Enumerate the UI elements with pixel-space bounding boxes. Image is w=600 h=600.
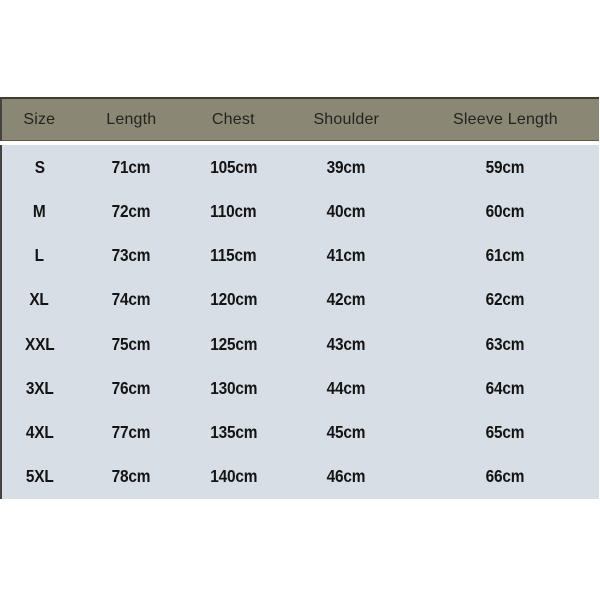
column-header-size: Size: [23, 110, 56, 128]
cell-size: 3XL: [2, 378, 77, 399]
cell-length: 76cm: [77, 378, 186, 399]
size-chart-table: Size Length Chest Shoulder Sleeve Length…: [0, 97, 599, 499]
size-value: 3XL: [25, 377, 54, 398]
table-row-m: M 72cm 110cm 40cm 60cm: [2, 189, 599, 233]
cell-chest: 130cm: [186, 378, 281, 399]
cell-size: 5XL: [2, 466, 77, 487]
cell-shoulder: 43cm: [281, 334, 412, 355]
cell-size: 4XL: [2, 422, 77, 443]
cell-length: 73cm: [77, 245, 186, 266]
cell-shoulder: 39cm: [281, 157, 412, 178]
length-value: 71cm: [111, 156, 151, 177]
length-value: 74cm: [111, 289, 151, 310]
cell-size: XL: [2, 289, 77, 310]
size-value: S: [34, 156, 45, 177]
size-value: L: [34, 245, 44, 266]
cell-sleeve: 66cm: [412, 466, 599, 487]
shoulder-value: 45cm: [326, 422, 366, 443]
table-row-4xl: 4XL 77cm 135cm 45cm 65cm: [2, 411, 599, 455]
cell-chest: 125cm: [186, 334, 281, 355]
size-value: 4XL: [25, 422, 54, 443]
table-row-xxl: XXL 75cm 125cm 43cm 63cm: [2, 322, 599, 366]
length-value: 78cm: [111, 466, 151, 487]
cell-sleeve: 59cm: [412, 157, 599, 178]
chest-value: 125cm: [209, 333, 257, 354]
table-row-xl: XL 74cm 120cm 42cm 62cm: [2, 278, 599, 322]
table-row-5xl: 5XL 78cm 140cm 46cm 66cm: [2, 455, 599, 499]
shoulder-value: 40cm: [326, 200, 366, 221]
cell-length: 72cm: [77, 201, 186, 222]
cell-length: 75cm: [77, 334, 186, 355]
chest-value: 105cm: [209, 156, 257, 177]
cell-shoulder: 42cm: [281, 289, 412, 310]
cell-shoulder: 41cm: [281, 245, 412, 266]
cell-shoulder: 40cm: [281, 201, 412, 222]
cell-chest: 140cm: [186, 466, 281, 487]
shoulder-value: 41cm: [326, 245, 366, 266]
cell-sleeve: 62cm: [412, 289, 599, 310]
size-value: XXL: [24, 333, 55, 354]
chest-value: 130cm: [209, 377, 257, 398]
size-value: XL: [29, 289, 50, 310]
sleeve-value: 66cm: [486, 466, 525, 487]
cell-shoulder: 44cm: [281, 378, 412, 399]
sleeve-value: 60cm: [486, 200, 525, 221]
column-header-sleeve-length: Sleeve Length: [453, 110, 558, 128]
cell-chest: 105cm: [186, 157, 281, 178]
column-header-chest: Chest: [211, 110, 255, 128]
sleeve-value: 62cm: [486, 289, 525, 310]
size-value: 5XL: [25, 466, 54, 487]
table-row-l: L 73cm 115cm 41cm 61cm: [2, 234, 599, 278]
cell-size: M: [2, 201, 77, 222]
length-value: 73cm: [111, 245, 151, 266]
sleeve-value: 64cm: [486, 377, 525, 398]
chest-value: 140cm: [209, 466, 257, 487]
cell-chest: 135cm: [186, 422, 281, 443]
sleeve-value: 61cm: [486, 245, 525, 266]
cell-sleeve: 64cm: [412, 378, 599, 399]
shoulder-value: 39cm: [326, 156, 366, 177]
cell-sleeve: 61cm: [412, 245, 599, 266]
shoulder-value: 44cm: [326, 377, 366, 398]
cell-length: 77cm: [77, 422, 186, 443]
table-row-s: S 71cm 105cm 39cm 59cm: [2, 145, 599, 189]
length-value: 75cm: [111, 333, 151, 354]
cell-size: XXL: [2, 334, 77, 355]
cell-chest: 110cm: [186, 201, 281, 222]
length-value: 77cm: [111, 422, 151, 443]
cell-length: 78cm: [77, 466, 186, 487]
shoulder-value: 46cm: [326, 466, 366, 487]
chest-value: 115cm: [210, 245, 257, 266]
chest-value: 110cm: [210, 200, 257, 221]
cell-chest: 115cm: [186, 245, 281, 266]
chest-value: 120cm: [209, 289, 257, 310]
sleeve-value: 63cm: [486, 333, 525, 354]
shoulder-value: 42cm: [326, 289, 366, 310]
table-body: S 71cm 105cm 39cm 59cm M 72cm 110cm 40cm…: [0, 145, 599, 499]
column-header-shoulder: Shoulder: [313, 110, 380, 128]
sleeve-value: 65cm: [486, 422, 525, 443]
sleeve-value: 59cm: [486, 156, 525, 177]
shoulder-value: 43cm: [326, 333, 366, 354]
length-value: 76cm: [111, 377, 151, 398]
cell-length: 71cm: [77, 157, 186, 178]
chest-value: 135cm: [209, 422, 257, 443]
cell-length: 74cm: [77, 289, 186, 310]
cell-shoulder: 46cm: [281, 466, 412, 487]
cell-shoulder: 45cm: [281, 422, 412, 443]
table-row-3xl: 3XL 76cm 130cm 44cm 64cm: [2, 366, 599, 410]
table-header-row: Size Length Chest Shoulder Sleeve Length: [0, 97, 599, 141]
cell-size: L: [2, 245, 77, 266]
column-header-length: Length: [106, 110, 157, 128]
length-value: 72cm: [111, 200, 151, 221]
cell-sleeve: 60cm: [412, 201, 599, 222]
size-value: M: [32, 200, 46, 221]
cell-sleeve: 63cm: [412, 334, 599, 355]
cell-chest: 120cm: [186, 289, 281, 310]
cell-size: S: [2, 157, 77, 178]
cell-sleeve: 65cm: [412, 422, 599, 443]
